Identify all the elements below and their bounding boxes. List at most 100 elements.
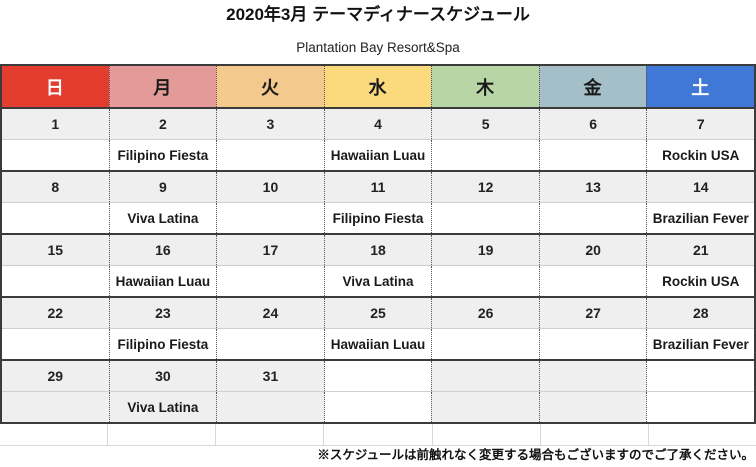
date-cell: 15 xyxy=(2,235,109,265)
date-cell: 28 xyxy=(646,298,755,328)
date-cell: 7 xyxy=(646,109,755,139)
date-cell: 19 xyxy=(431,235,539,265)
date-cell: 6 xyxy=(538,109,647,139)
week-3-date-row: 15 16 17 18 19 20 21 xyxy=(2,233,755,265)
date-cell: 17 xyxy=(216,235,324,265)
march-dinner-schedule-calendar: 日月火水木金土 1 2 3 4 5 6 7 Filipino Fiesta Hawaiian Lu… xyxy=(0,64,756,424)
date-cell: 2 xyxy=(108,109,217,139)
event-cell xyxy=(431,266,539,296)
empty-spreadsheet-row xyxy=(0,424,756,446)
date-cell xyxy=(323,361,432,391)
day-header-sun: 日 xyxy=(2,66,109,107)
week-3-event-row: Hawaiian Luau Viva Latina Rockin USA xyxy=(2,265,755,296)
event-cell: Hawaiian Luau xyxy=(323,140,432,170)
event-cell xyxy=(538,266,647,296)
event-cell xyxy=(2,140,109,170)
event-cell: Filipino Fiesta xyxy=(108,140,217,170)
empty-cell xyxy=(539,424,648,445)
event-cell xyxy=(538,140,647,170)
empty-cell xyxy=(0,424,108,445)
week-2-date-row: 8 9 10 11 12 13 14 xyxy=(2,170,755,202)
event-cell xyxy=(2,329,109,359)
event-cell: Filipino Fiesta xyxy=(323,203,432,233)
empty-cell xyxy=(323,424,432,445)
date-cell: 1 xyxy=(2,109,109,139)
event-cell xyxy=(216,140,324,170)
event-cell xyxy=(2,392,109,422)
event-cell xyxy=(431,392,539,422)
day-header-sat: 土 xyxy=(646,66,755,107)
week-4-date-row: 22 23 24 25 26 27 28 xyxy=(2,296,755,328)
event-cell: Rockin USA xyxy=(646,140,755,170)
date-cell: 22 xyxy=(2,298,109,328)
event-cell: Hawaiian Luau xyxy=(108,266,217,296)
event-cell xyxy=(2,203,109,233)
page-title: 2020年3月 テーマディナースケジュール xyxy=(226,5,530,24)
date-cell: 27 xyxy=(538,298,647,328)
week-5-date-row: 29 30 31 xyxy=(2,359,755,391)
date-cell: 16 xyxy=(108,235,217,265)
date-cell xyxy=(431,361,539,391)
event-cell xyxy=(216,203,324,233)
week-1-event-row: Filipino Fiesta Hawaiian Luau Rockin USA xyxy=(2,139,755,170)
date-cell: 25 xyxy=(323,298,432,328)
date-cell: 12 xyxy=(431,172,539,202)
event-cell: Viva Latina xyxy=(108,392,217,422)
date-cell: 13 xyxy=(538,172,647,202)
date-cell: 30 xyxy=(108,361,217,391)
date-cell: 20 xyxy=(538,235,647,265)
day-header-fri: 金 xyxy=(538,66,647,107)
event-cell xyxy=(646,392,755,422)
date-cell: 26 xyxy=(431,298,539,328)
event-cell: Brazilian Fever xyxy=(646,203,755,233)
event-cell xyxy=(431,203,539,233)
event-cell xyxy=(538,392,647,422)
date-cell xyxy=(538,361,647,391)
event-cell: Brazilian Fever xyxy=(646,329,755,359)
event-cell xyxy=(216,266,324,296)
date-cell: 4 xyxy=(323,109,432,139)
date-cell: 3 xyxy=(216,109,324,139)
event-cell: Viva Latina xyxy=(323,266,432,296)
day-header-wed: 水 xyxy=(323,66,432,107)
date-cell: 29 xyxy=(2,361,109,391)
week-5-event-row: Viva Latina xyxy=(2,391,755,422)
event-cell xyxy=(216,392,324,422)
date-cell: 23 xyxy=(108,298,217,328)
event-cell: Rockin USA xyxy=(646,266,755,296)
date-cell: 14 xyxy=(646,172,755,202)
day-header-tue: 火 xyxy=(216,66,324,107)
date-cell: 31 xyxy=(216,361,324,391)
day-header-thu: 木 xyxy=(431,66,539,107)
date-cell: 11 xyxy=(323,172,432,202)
date-cell xyxy=(646,361,755,391)
date-cell: 21 xyxy=(646,235,755,265)
event-cell xyxy=(216,329,324,359)
week-4-event-row: Filipino Fiesta Hawaiian Luau Brazilian Fe… xyxy=(2,328,755,359)
date-cell: 18 xyxy=(323,235,432,265)
date-cell: 5 xyxy=(431,109,539,139)
event-cell xyxy=(431,140,539,170)
event-cell: Viva Latina xyxy=(108,203,217,233)
event-cell xyxy=(538,329,647,359)
empty-cell xyxy=(647,424,756,445)
resort-subtitle: Plantation Bay Resort&Spa xyxy=(296,40,460,55)
date-cell: 8 xyxy=(2,172,109,202)
event-cell xyxy=(323,392,432,422)
event-cell xyxy=(538,203,647,233)
date-cell: 9 xyxy=(108,172,217,202)
event-cell: Filipino Fiesta xyxy=(108,329,217,359)
day-header-mon: 月 xyxy=(108,66,217,107)
week-2-event-row: Viva Latina Filipino Fiesta Brazilian Feve… xyxy=(2,202,755,233)
empty-cell xyxy=(107,424,216,445)
empty-cell xyxy=(215,424,324,445)
date-cell: 10 xyxy=(216,172,324,202)
date-cell: 24 xyxy=(216,298,324,328)
event-cell xyxy=(431,329,539,359)
weekday-header-row: 日月火水木金土 xyxy=(2,66,755,107)
event-cell: Hawaiian Luau xyxy=(323,329,432,359)
schedule-disclaimer-note: ※スケジュールは前触れなく変更する場合もございますのでご了承ください。 xyxy=(317,448,754,462)
empty-cell xyxy=(431,424,540,445)
event-cell xyxy=(2,266,109,296)
